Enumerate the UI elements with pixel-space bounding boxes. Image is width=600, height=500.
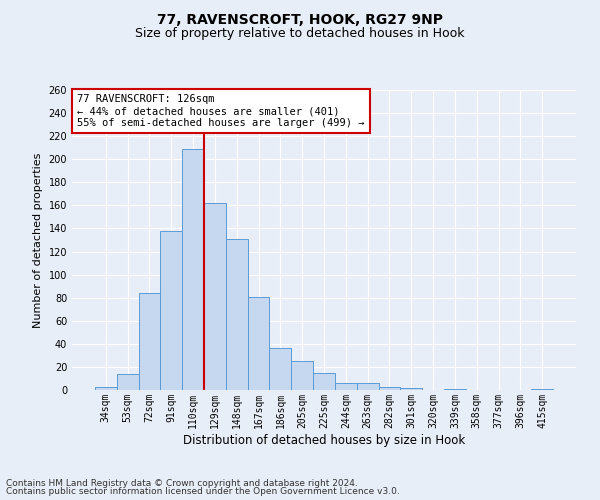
Bar xyxy=(313,372,335,390)
Bar xyxy=(226,239,248,390)
Bar xyxy=(335,383,357,390)
Bar xyxy=(160,231,182,390)
Bar xyxy=(444,389,466,390)
Bar xyxy=(95,386,117,390)
Bar xyxy=(117,374,139,390)
Bar xyxy=(139,293,160,390)
X-axis label: Distribution of detached houses by size in Hook: Distribution of detached houses by size … xyxy=(183,434,465,446)
Text: Contains HM Land Registry data © Crown copyright and database right 2024.: Contains HM Land Registry data © Crown c… xyxy=(6,478,358,488)
Bar xyxy=(400,388,422,390)
Bar xyxy=(248,296,269,390)
Bar xyxy=(291,361,313,390)
Bar xyxy=(379,386,400,390)
Bar xyxy=(357,383,379,390)
Bar xyxy=(531,389,553,390)
Bar xyxy=(204,203,226,390)
Text: Contains public sector information licensed under the Open Government Licence v3: Contains public sector information licen… xyxy=(6,487,400,496)
Bar xyxy=(269,348,291,390)
Text: 77, RAVENSCROFT, HOOK, RG27 9NP: 77, RAVENSCROFT, HOOK, RG27 9NP xyxy=(157,12,443,26)
Y-axis label: Number of detached properties: Number of detached properties xyxy=(33,152,43,328)
Text: 77 RAVENSCROFT: 126sqm
← 44% of detached houses are smaller (401)
55% of semi-de: 77 RAVENSCROFT: 126sqm ← 44% of detached… xyxy=(77,94,365,128)
Bar xyxy=(182,149,204,390)
Text: Size of property relative to detached houses in Hook: Size of property relative to detached ho… xyxy=(135,28,465,40)
